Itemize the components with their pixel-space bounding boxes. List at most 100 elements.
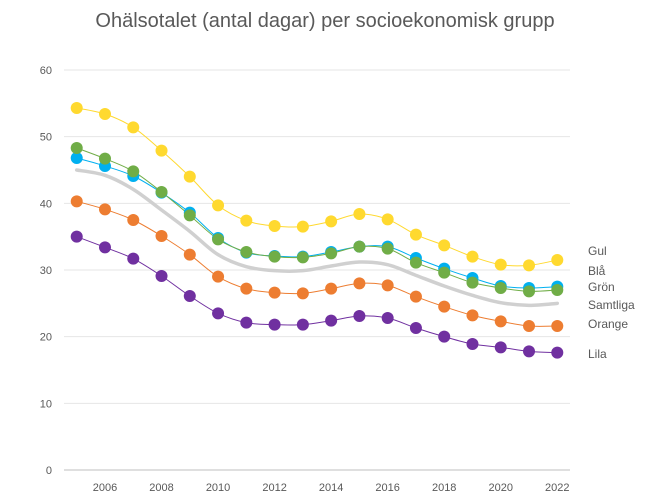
data-point-gul (70, 102, 83, 114)
data-point-lila (212, 307, 225, 320)
legend: Gul Blå Grön Samtliga Orange Lila (588, 244, 635, 361)
data-point-gron (494, 282, 507, 294)
y-tick-label: 0 (46, 465, 52, 477)
y-tick-label: 50 (40, 132, 52, 144)
data-point-gron (296, 251, 309, 264)
y-tick-label: 60 (40, 65, 52, 77)
data-point-lila (70, 230, 83, 243)
data-point-lila (98, 241, 111, 254)
data-point-orange (438, 300, 451, 313)
series-line-lila (76, 236, 558, 354)
data-point-gul (409, 228, 422, 241)
data-point-gul (494, 258, 507, 271)
data-point-lila (183, 290, 196, 302)
data-point-orange (268, 286, 281, 299)
x-tick-label: 2006 (93, 482, 117, 494)
data-point-bla (70, 152, 83, 164)
data-point-lila (155, 270, 168, 282)
data-point-gul (268, 220, 281, 232)
data-point-gul (438, 239, 451, 252)
legend-label-gron: Grön (588, 280, 615, 294)
data-point-lila (325, 314, 338, 327)
series-line-samtliga (74, 168, 560, 308)
data-point-gron (268, 250, 281, 263)
data-point-gul (127, 121, 140, 134)
data-point-lila (523, 345, 536, 358)
data-point-orange (127, 214, 140, 226)
data-point-gul (98, 108, 111, 120)
y-tick-label: 30 (40, 265, 52, 277)
data-point-lila (409, 322, 422, 334)
x-tick-label: 2022 (545, 482, 569, 494)
data-point-orange (551, 320, 564, 332)
data-point-lila (296, 318, 309, 331)
data-point-gul (155, 144, 168, 157)
data-point-gron (70, 142, 83, 154)
data-point-gul (212, 199, 225, 212)
data-point-orange (325, 282, 338, 295)
data-point-gron (325, 247, 338, 260)
data-point-orange (494, 315, 507, 328)
data-point-gul (381, 213, 394, 226)
data-point-lila (353, 310, 366, 322)
data-point-lila (240, 316, 253, 329)
data-point-gul (523, 259, 536, 272)
series-lines (74, 107, 560, 354)
series-line-orange (76, 200, 558, 327)
data-point-orange (353, 277, 366, 290)
y-tick-label: 40 (40, 198, 52, 210)
data-point-gron (155, 186, 168, 198)
data-point-orange (381, 279, 394, 292)
axes: 0 10 20 30 40 50 60 2006 2008 2010 2012 2014 2016 201… (40, 65, 570, 494)
data-point-gul (325, 215, 338, 228)
data-point-gul (240, 214, 253, 227)
legend-label-samtliga: Samtliga (588, 298, 635, 312)
y-tick-label: 10 (40, 398, 52, 410)
legend-label-gul: Gul (588, 244, 607, 258)
legend-label-orange: Orange (588, 317, 628, 331)
data-point-lila (438, 330, 451, 343)
data-point-gul (551, 254, 564, 266)
data-point-gul (353, 208, 366, 220)
data-point-orange (212, 270, 225, 283)
data-point-gron (212, 233, 225, 246)
legend-label-lila: Lila (588, 347, 607, 361)
data-point-gron (127, 165, 140, 178)
data-point-orange (296, 287, 309, 300)
data-point-gron (409, 256, 422, 269)
data-point-gron (551, 284, 564, 296)
chart-title: Ohälsotalet (antal dagar) per socioekono… (95, 10, 555, 32)
data-point-orange (70, 195, 83, 208)
data-point-gul (466, 250, 479, 263)
legend-label-bla: Blå (588, 264, 606, 278)
series-markers (70, 102, 564, 359)
x-tick-label: 2008 (149, 482, 173, 494)
x-tick-label: 2020 (489, 482, 513, 494)
data-point-orange (466, 309, 479, 322)
data-point-gron (183, 209, 196, 222)
data-point-lila (551, 346, 564, 359)
data-point-orange (183, 248, 196, 261)
data-point-gron (353, 240, 366, 253)
x-tick-label: 2018 (432, 482, 456, 494)
data-point-lila (381, 312, 394, 324)
x-tick-label: 2012 (262, 482, 286, 494)
data-point-gul (296, 220, 309, 233)
data-point-gron (466, 276, 479, 289)
series-line-gul (76, 107, 558, 267)
data-point-gron (438, 266, 451, 279)
data-point-orange (409, 290, 422, 303)
y-tick-label: 20 (40, 332, 52, 344)
data-point-orange (240, 282, 253, 295)
x-tick-label: 2016 (375, 482, 399, 494)
data-point-gron (381, 242, 394, 255)
data-point-gron (240, 246, 253, 258)
data-point-orange (98, 203, 111, 216)
x-tick-label: 2010 (206, 482, 230, 494)
data-point-lila (268, 318, 281, 331)
data-point-lila (127, 252, 140, 265)
data-point-lila (466, 338, 479, 350)
data-point-gron (98, 152, 111, 165)
x-tick-label: 2014 (319, 482, 343, 494)
